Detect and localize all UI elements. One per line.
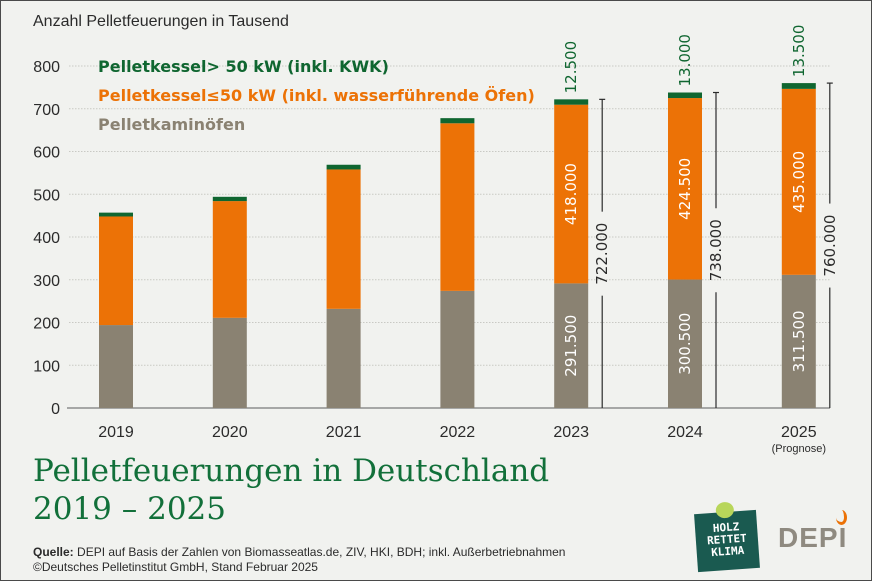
segment-value-label: 424.500 <box>676 158 694 220</box>
bar-segment-small-boilers <box>781 88 816 275</box>
bar-segment-pellet-stoves <box>99 325 133 408</box>
chart-title-line2: 2019 – 2025 <box>33 491 226 527</box>
bar-segment-large-boilers <box>99 212 133 217</box>
x-tick-label: 2022 <box>440 424 476 441</box>
y-tick-label: 500 <box>33 187 60 204</box>
segment-value-label: 418.000 <box>562 163 580 225</box>
total-value-label: 722.000 <box>593 223 611 285</box>
segment-value-label: 311.500 <box>790 310 808 372</box>
y-axis-title: Anzahl Pelletfeuerungen in Tausend <box>33 13 289 30</box>
x-tick-label: 2020 <box>212 424 248 441</box>
source-text: DEPI auf Basis der Zahlen von Biomasseat… <box>73 545 566 559</box>
bar-segment-small-boilers <box>99 216 133 326</box>
bar-segment-small-boilers <box>554 104 589 284</box>
bar-segment-small-boilers <box>212 201 247 318</box>
total-value-label: 760.000 <box>821 215 839 277</box>
holz-rettet-klima-logo: HOLZ RETTET KLIMA <box>694 501 760 573</box>
bar-segment-large-boilers <box>554 99 589 105</box>
bar-segment-small-boilers <box>440 123 475 291</box>
source-label: Quelle: <box>33 545 74 559</box>
x-tick-label: 2019 <box>98 424 134 441</box>
y-tick-label: 600 <box>33 145 60 162</box>
chart-title-line1: Pelletfeuerungen in Deutschland <box>33 453 550 489</box>
bar-segment-pellet-stoves <box>212 317 247 408</box>
y-tick-label: 800 <box>33 59 60 76</box>
y-tick-label: 700 <box>33 102 60 119</box>
copyright-text: ©Deutsches Pelletinstitut GmbH, Stand Fe… <box>33 560 318 574</box>
bar-segment-pellet-stoves <box>781 274 816 408</box>
x-tick-label: 2025 <box>781 424 817 441</box>
bar-segment-large-boilers <box>781 83 816 89</box>
segment-value-label: 435.000 <box>790 151 808 213</box>
bar-segment-small-boilers <box>326 169 361 309</box>
chart-title: Pelletfeuerungen in Deutschland 2019 – 2… <box>33 452 549 528</box>
stacked-bar-chart: 0 100 200 300 400 500 600 700 800 2019 2020 2021 202… <box>33 25 839 455</box>
tree-icon <box>715 501 735 519</box>
bar-segment-pellet-stoves <box>554 283 589 408</box>
bar-segment-pellet-stoves <box>440 290 475 408</box>
y-tick-label: 200 <box>33 316 60 333</box>
bar-segment-small-boilers <box>668 98 702 280</box>
segment-value-label: 300.500 <box>676 313 694 375</box>
legend-item-large-boilers: Pelletkessel> 50 kW (inkl. KWK) <box>98 57 389 76</box>
legend-item-small-boilers: Pelletkessel≤50 kW (inkl. wasserführende… <box>98 86 535 105</box>
x-tick-label: 2021 <box>326 424 362 441</box>
source-note: Quelle: DEPI auf Basis der Zahlen von Bi… <box>33 545 565 575</box>
bar-segment-large-boilers <box>668 92 702 99</box>
flame-icon <box>836 510 847 525</box>
bar-segment-large-boilers <box>440 118 475 124</box>
y-tick-label: 0 <box>51 401 60 418</box>
bar-segment-large-boilers <box>212 196 247 202</box>
segment-value-label: 291.500 <box>562 315 580 377</box>
segment-value-label: 13.500 <box>790 25 808 78</box>
y-tick-label: 100 <box>33 358 60 375</box>
bar-segment-pellet-stoves <box>668 279 702 408</box>
bar-segment-pellet-stoves <box>326 308 361 408</box>
depi-logo: DEPI <box>778 522 848 553</box>
x-tick-note: (Prognose) <box>772 443 826 455</box>
x-tick-label: 2023 <box>553 424 589 441</box>
segment-value-label: 13.000 <box>676 34 694 87</box>
y-tick-label: 400 <box>33 230 60 247</box>
x-tick-label: 2024 <box>667 424 703 441</box>
legend-item-pellet-stoves: Pelletkaminöfen <box>98 115 246 134</box>
segment-value-label: 12.500 <box>562 41 580 94</box>
y-tick-label: 300 <box>33 273 60 290</box>
total-value-label: 738.000 <box>707 219 725 281</box>
bar-segment-large-boilers <box>326 164 361 170</box>
